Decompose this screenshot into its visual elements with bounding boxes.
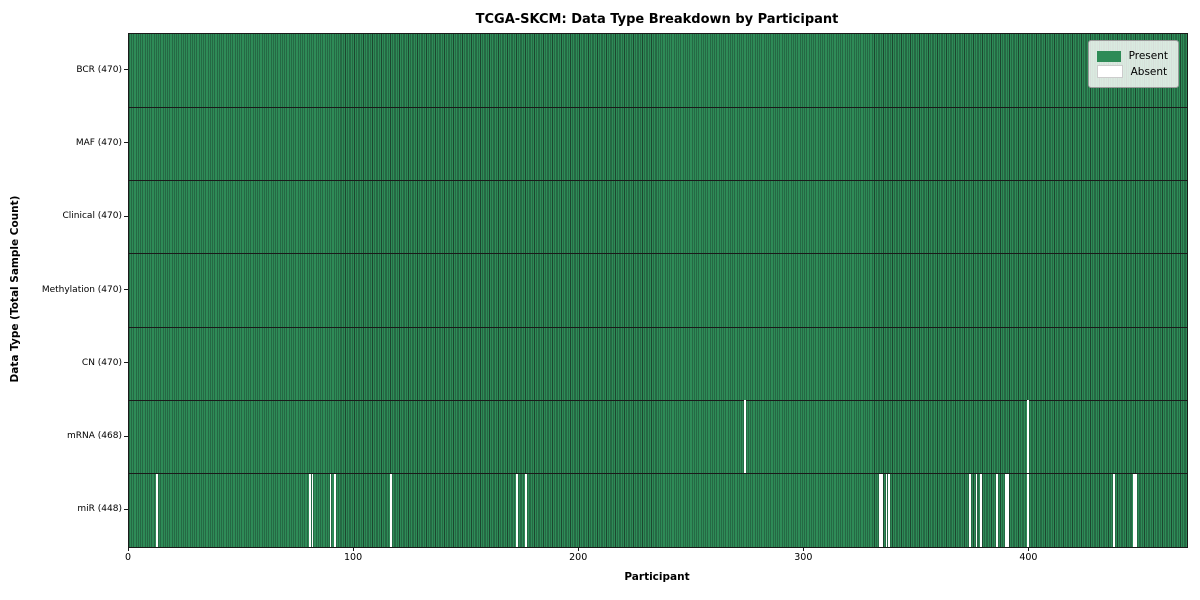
absent-stripe-miR [1112, 473, 1115, 547]
ytick-label-BCR: BCR (470) [76, 64, 122, 75]
absent-stripe-miR [968, 473, 971, 547]
xtick-label: 300 [794, 552, 813, 563]
absent-stripe-miR [887, 473, 890, 547]
row-separator [129, 106, 1187, 108]
absent-stripe-miR [390, 473, 393, 547]
ytick-mark [124, 289, 128, 290]
absent-stripe-miR [878, 473, 881, 547]
xtick-label: 0 [124, 552, 132, 563]
absent-stripe-miR [885, 473, 888, 547]
absent-stripe-miR [309, 473, 312, 547]
ytick-label-Clinical: Clinical (470) [62, 211, 122, 222]
xtick-label: 200 [569, 552, 588, 563]
absent-stripe-miR [995, 473, 998, 547]
absent-stripe-miR [881, 473, 883, 547]
legend: Present Absent [1087, 40, 1179, 88]
absent-stripe-miR [334, 473, 336, 547]
x-axis-label: Participant [624, 571, 690, 583]
legend-absent-label: Absent [1130, 65, 1168, 78]
xtick-mark [578, 547, 580, 551]
absent-stripe-miR [980, 473, 982, 547]
legend-item-present: Present [1096, 50, 1168, 62]
xtick-mark [803, 547, 805, 551]
xtick-label: 100 [344, 552, 363, 563]
ytick-label-MAF: MAF (470) [75, 137, 122, 148]
ytick-label-mRNA: mRNA (468) [67, 431, 122, 442]
ytick-label-Methylation: Methylation (470) [41, 284, 122, 295]
chart-title: TCGA-SKCM: Data Type Breakdown by Partic… [475, 12, 839, 27]
xtick-mark [128, 547, 129, 551]
plot-area: Present Absent [128, 33, 1188, 548]
absent-stripe-miR [156, 473, 159, 547]
absent-stripe-mRNA [743, 400, 746, 474]
ytick-mark [124, 362, 128, 364]
row-separator [129, 253, 1187, 255]
absent-stripe-miR [1133, 473, 1136, 547]
xtick-mark [1028, 547, 1030, 551]
absent-stripe-miR [1135, 473, 1138, 547]
absent-stripe-miR [311, 473, 314, 547]
absent-stripe-miR [1007, 473, 1009, 547]
absent-stripe-miR [1027, 473, 1030, 547]
absent-stripe-miR [525, 473, 528, 547]
legend-present-label: Present [1128, 50, 1168, 62]
row-separator [129, 180, 1187, 182]
ytick-label-miR: miR (448) [77, 504, 122, 515]
ytick-mark [124, 215, 128, 217]
absent-stripe-miR [975, 473, 978, 547]
xtick-mark [353, 547, 355, 551]
absent-swatch [1096, 65, 1123, 78]
absent-stripe-miR [329, 473, 332, 547]
xtick-label: 400 [1019, 552, 1038, 563]
ytick-mark [124, 508, 128, 510]
ytick-label-CN: CN (470) [81, 357, 122, 368]
row-separator [129, 473, 1187, 475]
row-separator [129, 326, 1187, 328]
ytick-mark [124, 435, 128, 437]
absent-stripe-miR [1004, 473, 1007, 547]
ytick-mark [124, 142, 128, 144]
row-separator [129, 399, 1187, 401]
absent-stripe-miR [516, 473, 519, 547]
absent-stripe-mRNA [1027, 400, 1030, 474]
present-swatch [1096, 50, 1121, 62]
legend-item-absent: Absent [1096, 65, 1168, 78]
ytick-mark [124, 69, 128, 71]
